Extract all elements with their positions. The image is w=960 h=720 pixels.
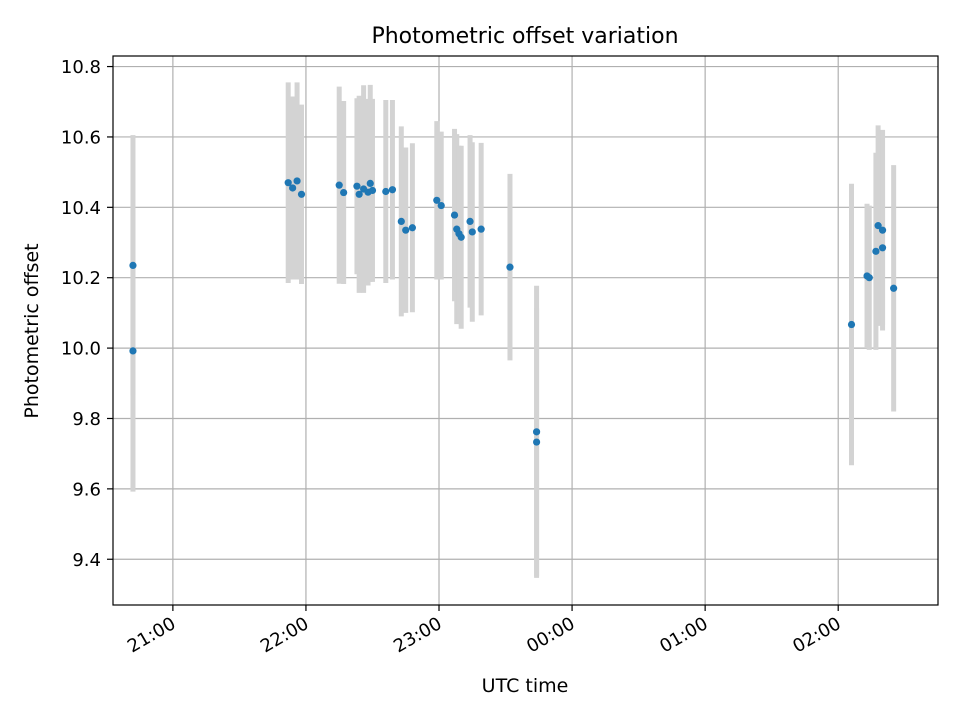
data-point [468, 228, 476, 236]
data-points [129, 177, 898, 446]
data-point [402, 226, 410, 234]
data-point [477, 225, 485, 233]
y-axis-label: Photometric offset [21, 243, 43, 418]
data-point [340, 188, 348, 197]
data-point [129, 261, 137, 269]
data-point [872, 247, 880, 255]
data-point [437, 201, 445, 210]
y-tick-label: 10.6 [61, 127, 101, 148]
data-point [397, 217, 405, 226]
x-axis-label: UTC time [482, 675, 569, 697]
data-point [506, 263, 514, 271]
data-point [847, 320, 856, 329]
data-point [532, 438, 541, 446]
data-point [293, 177, 301, 185]
data-point [433, 196, 441, 204]
data-point [289, 184, 297, 192]
plot-area-frame [112, 55, 939, 606]
y-tick-label: 9.8 [72, 409, 101, 430]
data-point [129, 347, 137, 355]
data-point [408, 224, 416, 232]
data-point [382, 187, 390, 196]
y-tick-label: 10.2 [61, 268, 101, 289]
y-axis-ticks: 9.4 9.6 9.8 10.0 10.2 10.4 10.6 10.8 [61, 57, 113, 571]
y-tick-label: 10.8 [61, 57, 101, 78]
data-point [353, 182, 361, 190]
y-tick-label: 9.6 [72, 479, 101, 500]
data-point [335, 181, 343, 189]
data-point [284, 179, 292, 187]
data-point [457, 233, 465, 241]
data-point [366, 179, 374, 187]
y-tick-label: 10.4 [61, 198, 101, 219]
data-point [890, 284, 898, 292]
data-point [874, 222, 882, 230]
data-point [388, 186, 397, 194]
data-point [368, 186, 377, 195]
data-point [297, 190, 306, 198]
chart-title: Photometric offset variation [371, 24, 678, 49]
data-point [450, 211, 459, 219]
data-point [466, 217, 474, 226]
data-point [532, 428, 541, 436]
y-tick-label: 10.0 [61, 339, 101, 360]
y-tick-label: 9.4 [72, 550, 101, 571]
data-point [865, 274, 873, 282]
data-point [878, 244, 887, 252]
data-point [355, 190, 363, 198]
data-point [878, 226, 887, 234]
